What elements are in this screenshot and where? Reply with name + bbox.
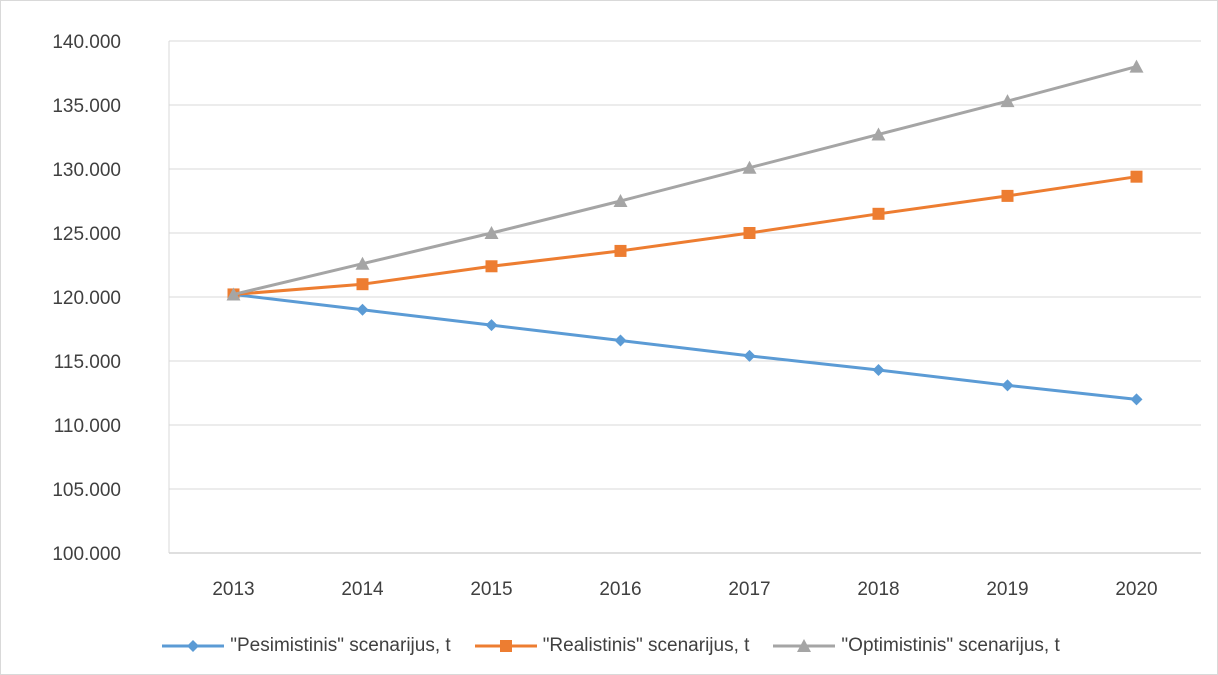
legend-item-realistinis: "Realistinis" scenarijus, t bbox=[473, 635, 750, 657]
point-realistinis-2020 bbox=[1130, 170, 1143, 183]
legend: "Pesimistinis" scenarijus, t "Realistini… bbox=[1, 629, 1218, 663]
point-realistinis-2016 bbox=[614, 244, 627, 257]
x-tick-label-2019: 2019 bbox=[986, 579, 1028, 600]
y-tick-label-8: 140.000 bbox=[52, 32, 121, 53]
y-tick-label-7: 135.000 bbox=[52, 96, 121, 117]
point-optimistinis-2013 bbox=[226, 287, 241, 301]
point-optimistinis-2016 bbox=[613, 194, 628, 207]
x-tick-label-2020: 2020 bbox=[1115, 579, 1157, 600]
x-tick-label-2017: 2017 bbox=[728, 579, 770, 600]
y-axis-tick-labels: 100.000 105.000 110.000 115.000 120.000 125.0… bbox=[52, 32, 121, 565]
legend-item-pesimistinis: "Pesimistinis" scenarijus, t bbox=[160, 635, 451, 657]
point-pesimistinis-2018 bbox=[872, 363, 885, 376]
y-tick-label-4: 120.000 bbox=[52, 288, 121, 309]
series-realistinis bbox=[227, 170, 1143, 301]
point-optimistinis-2015 bbox=[484, 226, 499, 239]
x-tick-label-2015: 2015 bbox=[470, 579, 512, 600]
point-realistinis-2015 bbox=[485, 260, 498, 273]
plot-area: 100.000 105.000 110.000 115.000 120.000 125.0… bbox=[52, 32, 1201, 600]
point-pesimistinis-2020 bbox=[1130, 393, 1143, 406]
series-line-optimistinis bbox=[232, 65, 1138, 296]
point-realistinis-2019 bbox=[1001, 189, 1014, 202]
legend-label-optimistinis: "Optimistinis" scenarijus, t bbox=[841, 635, 1060, 656]
legend-marker-pesimistinis bbox=[187, 640, 200, 652]
x-tick-label-2016: 2016 bbox=[599, 579, 641, 600]
series-line-realistinis bbox=[232, 175, 1138, 296]
legend-swatch-pesimistinis bbox=[162, 640, 225, 652]
legend-marker-realistinis bbox=[499, 640, 512, 652]
point-optimistinis-2014 bbox=[355, 256, 370, 270]
point-optimistinis-2017 bbox=[742, 160, 757, 174]
series-optimistinis bbox=[226, 59, 1144, 301]
x-tick-label-2014: 2014 bbox=[341, 579, 384, 600]
legend-swatch-optimistinis bbox=[773, 639, 836, 652]
legend-label-pesimistinis: "Pesimistinis" scenarijus, t bbox=[230, 635, 451, 656]
point-realistinis-2014 bbox=[356, 278, 369, 291]
legend-swatch-realistinis bbox=[474, 640, 537, 652]
grid-lines bbox=[168, 40, 1201, 554]
point-pesimistinis-2014 bbox=[356, 303, 369, 316]
y-tick-label-2: 110.000 bbox=[54, 416, 121, 437]
x-tick-label-2018: 2018 bbox=[857, 579, 899, 600]
point-pesimistinis-2015 bbox=[485, 319, 498, 332]
y-tick-label-5: 125.000 bbox=[52, 224, 121, 245]
series-pesimistinis bbox=[227, 288, 1143, 406]
point-optimistinis-2018 bbox=[871, 127, 886, 141]
y-tick-label-1: 105.000 bbox=[52, 480, 121, 501]
series-line-pesimistinis bbox=[232, 292, 1138, 401]
point-optimistinis-2020 bbox=[1129, 59, 1144, 73]
point-realistinis-2018 bbox=[872, 207, 885, 220]
legend-label-realistinis: "Realistinis" scenarijus, t bbox=[542, 635, 750, 656]
x-axis-tick-labels: 2013 2014 2015 2016 2017 2018 2019 2020 bbox=[212, 579, 1157, 600]
y-tick-label-0: 100.000 bbox=[52, 544, 121, 565]
legend-item-optimistinis: "Optimistinis" scenarijus, t bbox=[771, 635, 1060, 657]
x-tick-label-2013: 2013 bbox=[212, 579, 254, 600]
legend-marker-optimistinis bbox=[797, 639, 812, 652]
series-lines bbox=[226, 59, 1144, 406]
y-tick-label-6: 130.000 bbox=[52, 160, 121, 181]
point-pesimistinis-2019 bbox=[1001, 379, 1014, 392]
y-tick-label-3: 115.000 bbox=[54, 352, 121, 373]
point-pesimistinis-2016 bbox=[614, 334, 627, 347]
point-optimistinis-2019 bbox=[1000, 94, 1015, 108]
point-realistinis-2017 bbox=[743, 227, 756, 239]
point-pesimistinis-2017 bbox=[743, 349, 756, 362]
